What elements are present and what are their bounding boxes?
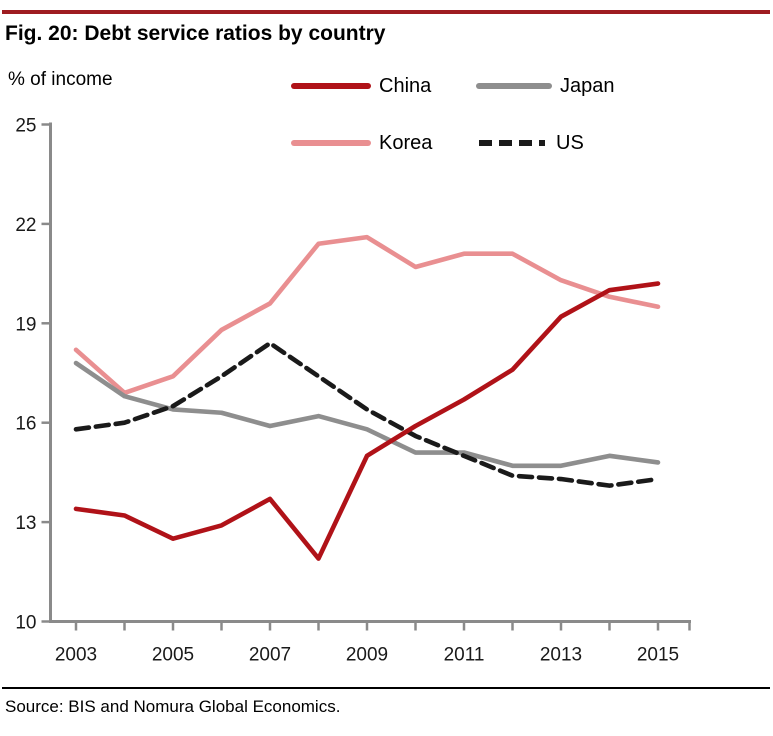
x-tick-label: 2015 <box>637 645 679 666</box>
series-line-japan <box>73 360 661 469</box>
source-note: Source: BIS and Nomura Global Economics. <box>5 697 341 716</box>
legend-item-china: China <box>290 75 431 97</box>
x-tick-label: 2011 <box>444 645 485 666</box>
y-tick-label: 10 <box>15 613 36 634</box>
header-accent-rule <box>2 10 770 14</box>
legend-swatch-china-line <box>291 83 371 89</box>
footer-divider-rule <box>2 687 770 689</box>
legend-item-japan: Japan <box>475 75 615 97</box>
legend-label-japan: Japan <box>560 75 615 97</box>
x-tick-label: 2003 <box>55 645 97 666</box>
series-line-china <box>73 281 661 561</box>
y-tick-label: 16 <box>15 414 36 435</box>
series-line-korea <box>73 234 661 396</box>
y-tick-label: 25 <box>15 116 36 137</box>
y-tick-label: 13 <box>15 513 36 534</box>
line-chart-plot: 10 13 16 19 22 25 2003 2005 2007 2009 2011 2013 2015 <box>15 116 691 666</box>
legend-item-us: US <box>475 132 584 154</box>
y-tick-label: 19 <box>15 314 36 335</box>
x-tick-label: 2007 <box>249 645 291 666</box>
legend-label-china: China <box>379 75 432 97</box>
x-tick-label: 2009 <box>346 645 388 666</box>
legend-swatch-japan-line <box>476 83 552 89</box>
legend-label-korea: Korea <box>379 132 433 154</box>
series-line-us <box>73 340 661 488</box>
x-tick-label: 2013 <box>540 645 582 666</box>
figure-title: Fig. 20: Debt service ratios by country <box>5 22 386 45</box>
y-axis-unit-label: % of income <box>8 69 113 90</box>
x-tick-label: 2005 <box>152 645 194 666</box>
y-tick-label: 22 <box>15 215 36 236</box>
legend-swatch-korea-line <box>291 140 371 146</box>
legend-item-korea: Korea <box>290 132 432 154</box>
legend-swatch-us-line <box>479 140 545 146</box>
legend-label-us: US <box>556 132 584 154</box>
